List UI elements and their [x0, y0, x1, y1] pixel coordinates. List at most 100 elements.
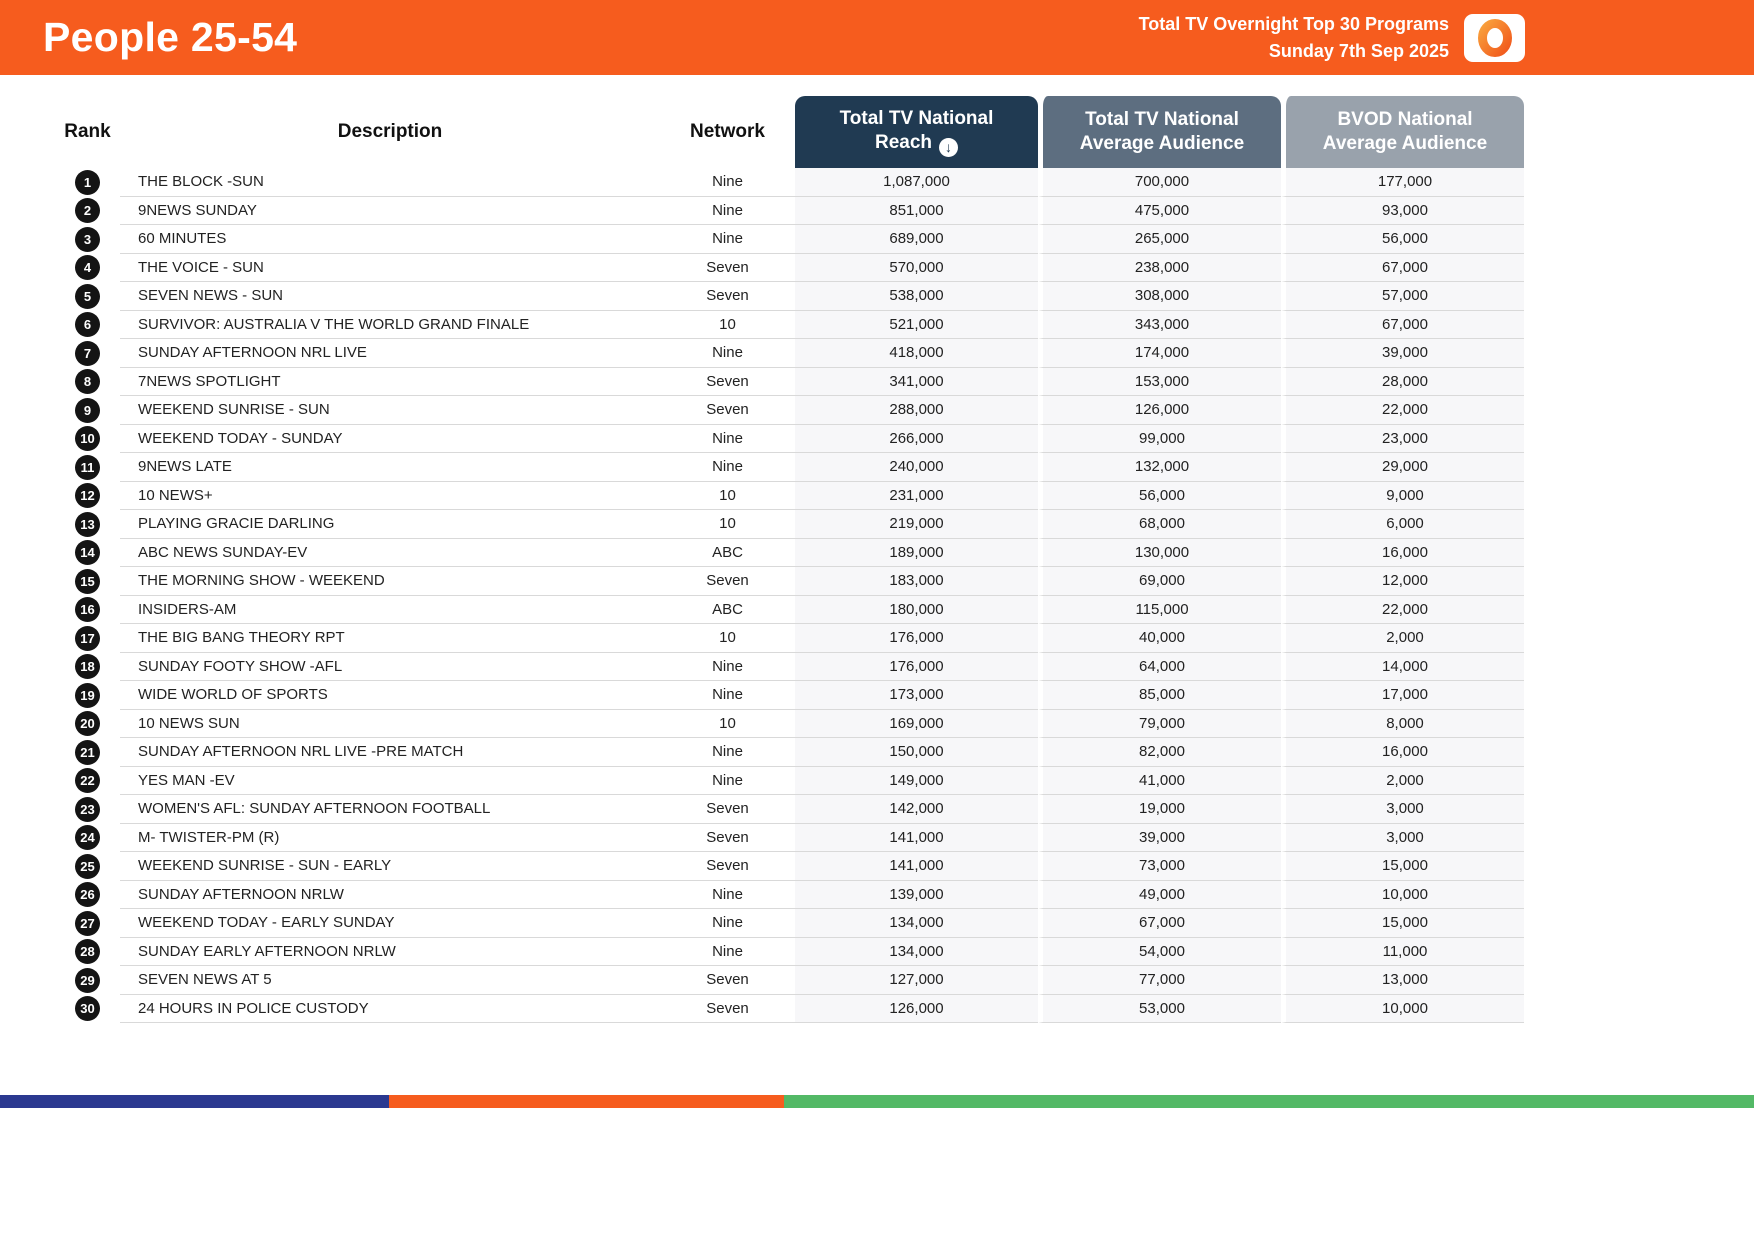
program-description: 9NEWS LATE — [120, 453, 660, 482]
program-description: THE MORNING SHOW - WEEKEND — [120, 567, 660, 596]
reach-cell: 521,000 — [795, 310, 1038, 339]
col-header-description: Description — [120, 96, 660, 168]
rank-badge: 23 — [75, 796, 100, 822]
table-row: 15 THE MORNING SHOW - WEEKEND Seven 183,… — [55, 567, 1524, 596]
rank-badge: 24 — [75, 825, 100, 851]
rank-cell: 14 — [55, 539, 120, 568]
network-cell: Seven — [660, 254, 795, 282]
avg-audience-cell: 53,000 — [1038, 994, 1281, 1023]
table-row: 26 SUNDAY AFTERNOON NRLW Nine 139,000 49… — [55, 880, 1524, 909]
table-row: 19 WIDE WORLD OF SPORTS Nine 173,000 85,… — [55, 681, 1524, 710]
col-header-network: Network — [660, 96, 795, 168]
table-row: 23 WOMEN'S AFL: SUNDAY AFTERNOON FOOTBAL… — [55, 795, 1524, 824]
network-cell: Nine — [660, 881, 795, 909]
rank-badge: 28 — [75, 939, 100, 965]
program-description: WEEKEND SUNRISE - SUN — [120, 396, 660, 425]
network-cell: Nine — [660, 425, 795, 453]
bvod-audience-cell: 22,000 — [1281, 396, 1524, 425]
table-row: 7 SUNDAY AFTERNOON NRL LIVE Nine 418,000… — [55, 339, 1524, 368]
network-cell: ABC — [660, 539, 795, 567]
reach-cell: 341,000 — [795, 367, 1038, 396]
program-description: 10 NEWS SUN — [120, 710, 660, 738]
network-cell: 10 — [660, 624, 795, 653]
rank-badge: 9 — [75, 397, 100, 423]
avg-audience-cell: 82,000 — [1038, 738, 1281, 767]
bvod-audience-cell: 2,000 — [1281, 624, 1524, 653]
network-cell: Nine — [660, 738, 795, 767]
reach-cell: 176,000 — [795, 652, 1038, 681]
table-row: 13 PLAYING GRACIE DARLING 10 219,000 68,… — [55, 510, 1524, 539]
avg-audience-cell: 79,000 — [1038, 709, 1281, 738]
program-description: SEVEN NEWS - SUN — [120, 282, 660, 311]
network-cell: Seven — [660, 396, 795, 425]
avg-audience-cell: 265,000 — [1038, 225, 1281, 254]
footer-segment-green — [784, 1095, 1754, 1108]
rank-cell: 11 — [55, 453, 120, 482]
rank-badge: 26 — [75, 882, 100, 908]
sort-down-icon[interactable]: ↓ — [939, 137, 959, 157]
avg-audience-cell: 49,000 — [1038, 880, 1281, 909]
network-cell: ABC — [660, 596, 795, 624]
rank-cell: 5 — [55, 282, 120, 311]
reach-cell: 570,000 — [795, 253, 1038, 282]
reach-cell: 189,000 — [795, 538, 1038, 567]
bvod-audience-cell: 22,000 — [1281, 595, 1524, 624]
oztam-zero-icon — [1477, 18, 1512, 57]
footer-color-bar — [0, 1095, 1754, 1108]
rank-cell: 20 — [55, 710, 120, 739]
avg-audience-cell: 115,000 — [1038, 595, 1281, 624]
col-header-bvod-audience: BVOD National Average Audience — [1281, 96, 1524, 168]
rank-cell: 2 — [55, 197, 120, 226]
rank-badge: 16 — [75, 597, 100, 623]
table-row: 14 ABC NEWS SUNDAY-EV ABC 189,000 130,00… — [55, 538, 1524, 568]
bvod-audience-cell: 3,000 — [1281, 823, 1524, 852]
reach-cell: 183,000 — [795, 567, 1038, 596]
rank-badge: 2 — [75, 198, 100, 224]
avg-audience-cell: 40,000 — [1038, 624, 1281, 653]
table-row: 4 THE VOICE - SUN Seven 570,000 238,000 … — [55, 253, 1524, 282]
reach-cell: 538,000 — [795, 282, 1038, 311]
rank-badge: 25 — [75, 853, 100, 879]
program-description: SUNDAY AFTERNOON NRL LIVE — [120, 339, 660, 368]
rank-badge: 18 — [75, 654, 100, 680]
rank-cell: 19 — [55, 681, 120, 710]
table-row: 21 SUNDAY AFTERNOON NRL LIVE -PRE MATCH … — [55, 738, 1524, 767]
avg-audience-cell: 64,000 — [1038, 652, 1281, 681]
table-row: 11 9NEWS LATE Nine 240,000 132,000 29,00… — [55, 453, 1524, 482]
program-description: YES MAN -EV — [120, 767, 660, 795]
rank-cell: 17 — [55, 624, 120, 653]
table-row: 27 WEEKEND TODAY - EARLY SUNDAY Nine 134… — [55, 909, 1524, 938]
avg-audience-cell: 130,000 — [1038, 538, 1281, 567]
rank-cell: 23 — [55, 795, 120, 824]
bvod-audience-cell: 15,000 — [1281, 909, 1524, 938]
network-cell: Nine — [660, 225, 795, 254]
avg-audience-cell: 475,000 — [1038, 196, 1281, 225]
table-row: 25 WEEKEND SUNRISE - SUN - EARLY Seven 1… — [55, 852, 1524, 881]
program-description: 24 HOURS IN POLICE CUSTODY — [120, 995, 660, 1023]
rank-badge: 8 — [75, 369, 100, 395]
rank-cell: 25 — [55, 852, 120, 881]
rank-cell: 10 — [55, 425, 120, 454]
network-cell: Nine — [660, 339, 795, 368]
report-subtitle: Total TV Overnight Top 30 Programs Sunda… — [1139, 11, 1449, 65]
program-description: WEEKEND TODAY - SUNDAY — [120, 425, 660, 453]
avg-audience-cell: 308,000 — [1038, 282, 1281, 311]
program-description: M- TWISTER-PM (R) — [120, 824, 660, 852]
network-cell: Nine — [660, 767, 795, 795]
reach-cell: 169,000 — [795, 709, 1038, 738]
network-cell: Nine — [660, 681, 795, 710]
rank-badge: 11 — [75, 454, 100, 480]
col-header-reach[interactable]: Total TV National Reach ↓ — [795, 96, 1038, 168]
program-description: 7NEWS SPOTLIGHT — [120, 368, 660, 396]
network-cell: Nine — [660, 938, 795, 966]
topbar: People 25-54 Total TV Overnight Top 30 P… — [0, 0, 1754, 75]
reach-cell: 1,087,000 — [795, 168, 1038, 197]
network-cell: 10 — [660, 510, 795, 539]
network-cell: 10 — [660, 482, 795, 510]
top30-table: Rank Description Network Total TV Nation… — [55, 96, 1524, 1023]
rank-badge: 12 — [75, 483, 100, 509]
table-row: 12 10 NEWS+ 10 231,000 56,000 9,000 — [55, 481, 1524, 510]
network-cell: Seven — [660, 282, 795, 311]
rank-cell: 6 — [55, 311, 120, 340]
rank-cell: 8 — [55, 368, 120, 397]
